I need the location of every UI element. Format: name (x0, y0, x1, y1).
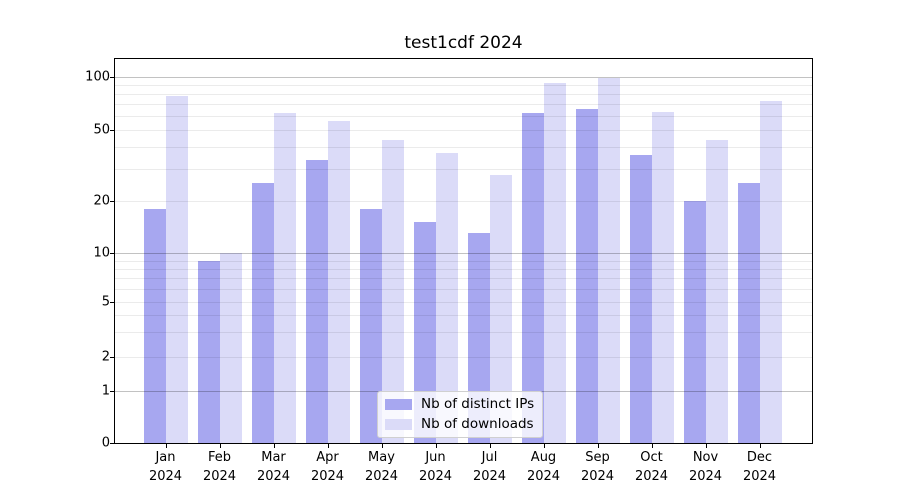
y-tick-mark-1 (110, 391, 114, 393)
bar-dec-downloads (759, 100, 782, 443)
y-tick-label-50: 50 (93, 122, 110, 138)
x-tick-mark-jul (489, 444, 491, 448)
x-tick-label-oct: Oct 2024 (634, 450, 669, 484)
bars-layer (115, 59, 812, 443)
bar-apr-distinct-ips (305, 159, 328, 443)
y-tick-mark-5 (110, 301, 114, 303)
bar-aug-downloads (543, 83, 566, 443)
x-tick-label-jan: Jan 2024 (148, 450, 183, 484)
y-tick-mark-50 (110, 130, 114, 131)
y-tick-label-20: 20 (93, 193, 110, 209)
bar-feb-distinct-ips (197, 260, 220, 443)
x-tick-mark-dec (759, 444, 761, 448)
legend-swatch-downloads (385, 418, 412, 430)
plot-area: Nb of distinct IPs Nb of downloads (114, 58, 813, 444)
x-tick-label-jun: Jun 2024 (418, 450, 453, 484)
x-tick-label-sep: Sep 2024 (580, 450, 615, 484)
legend-label-distinct-ips: Nb of distinct IPs (421, 396, 535, 412)
y-tick-label-2: 2 (101, 349, 110, 364)
legend: Nb of distinct IPs Nb of downloads (377, 391, 544, 438)
x-tick-mark-may (381, 444, 383, 448)
legend-entry-downloads: Nb of downloads (385, 417, 534, 431)
legend-label-downloads: Nb of downloads (421, 416, 534, 432)
x-tick-mark-oct (651, 444, 653, 448)
x-tick-label-aug: Aug 2024 (526, 450, 561, 484)
bar-mar-downloads (273, 113, 296, 443)
y-tick-label-1: 1 (101, 383, 110, 399)
y-tick-label-10: 10 (93, 245, 110, 261)
x-tick-mark-aug (543, 444, 545, 448)
x-tick-mark-sep (597, 444, 599, 448)
bar-oct-distinct-ips (629, 155, 652, 443)
bar-dec-distinct-ips (737, 183, 760, 443)
y-tick-mark-100 (110, 76, 114, 78)
bar-may-distinct-ips (359, 208, 382, 443)
bar-sep-downloads (597, 78, 620, 443)
x-tick-mark-feb (219, 444, 221, 448)
y-tick-label-0: 0 (101, 435, 110, 451)
x-tick-mark-jun (435, 444, 437, 448)
y-tick-label-5: 5 (101, 294, 110, 309)
bar-jan-distinct-ips (143, 208, 166, 443)
x-tick-label-dec: Dec 2024 (742, 450, 777, 484)
x-tick-label-feb: Feb 2024 (202, 450, 237, 484)
y-tick-label-100: 100 (85, 69, 110, 85)
x-tick-mark-apr (327, 444, 329, 448)
bar-jun-downloads (435, 153, 458, 443)
x-tick-mark-mar (273, 444, 275, 448)
x-tick-label-mar: Mar 2024 (256, 450, 291, 484)
bar-may-downloads (381, 139, 404, 443)
bar-aug-distinct-ips (521, 113, 544, 443)
y-tick-mark-2 (110, 356, 114, 358)
bar-nov-distinct-ips (683, 200, 706, 443)
legend-entry-distinct-ips: Nb of distinct IPs (385, 397, 534, 411)
bar-apr-downloads (327, 121, 350, 443)
chart-title: test1cdf 2024 (404, 33, 523, 53)
bar-jul-downloads (489, 174, 512, 443)
bar-oct-downloads (651, 112, 674, 443)
x-tick-label-jul: Jul 2024 (472, 450, 507, 484)
bar-jul-distinct-ips (467, 233, 490, 443)
x-tick-label-may: May 2024 (364, 450, 399, 484)
y-tick-mark-10 (110, 253, 114, 255)
bar-jan-downloads (165, 95, 188, 443)
bar-sep-distinct-ips (575, 108, 598, 443)
bar-feb-downloads (219, 253, 242, 443)
x-tick-label-apr: Apr 2024 (310, 450, 345, 484)
x-tick-label-nov: Nov 2024 (688, 450, 723, 484)
bar-jun-distinct-ips (413, 222, 436, 443)
bar-mar-distinct-ips (251, 183, 274, 443)
bar-nov-downloads (705, 139, 728, 443)
legend-swatch-distinct-ips (385, 398, 412, 410)
y-tick-mark-0 (110, 443, 114, 444)
x-tick-mark-nov (705, 444, 707, 448)
x-tick-mark-jan (165, 444, 167, 448)
y-tick-mark-20 (110, 200, 114, 202)
